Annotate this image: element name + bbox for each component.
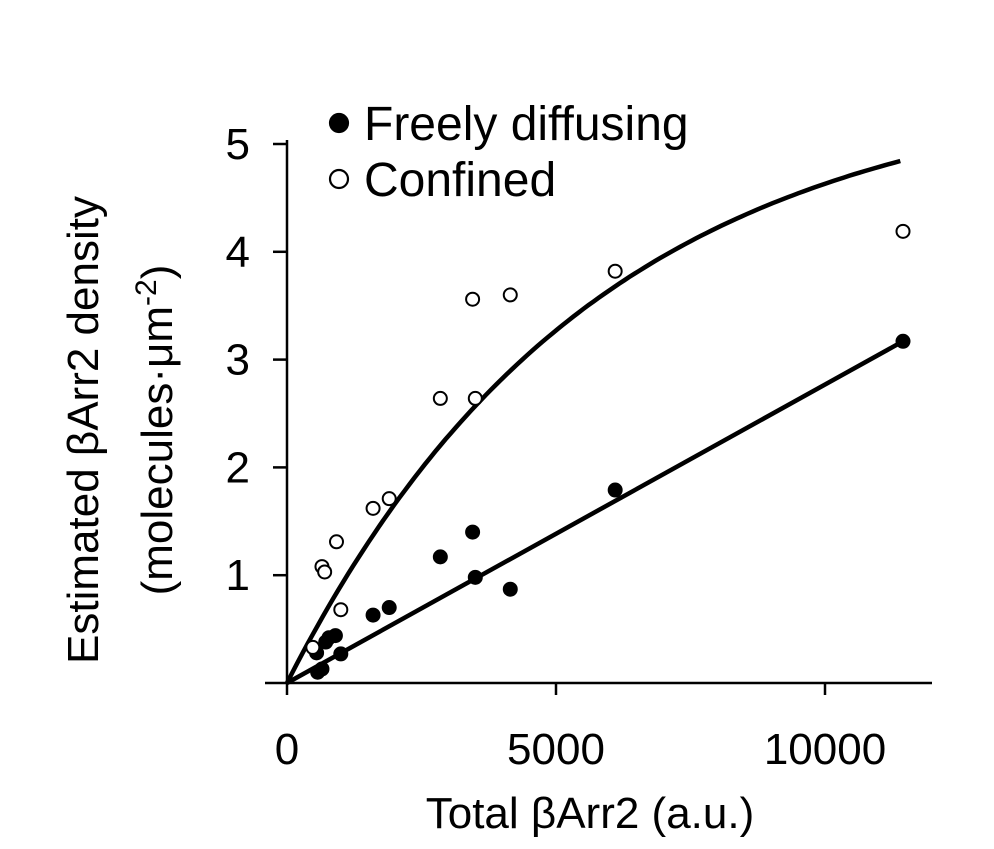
y-axis-unit: (molecules·μm (133, 306, 182, 595)
point-freely-diffusing (607, 482, 623, 498)
point-confined (467, 390, 483, 406)
point-confined (305, 639, 321, 655)
point-confined (328, 534, 344, 550)
point-confined (365, 500, 381, 516)
point-freely-diffusing (465, 524, 481, 540)
point-confined (607, 263, 623, 279)
legend-marker-confined (328, 168, 350, 190)
point-confined (317, 564, 333, 580)
point-freely-diffusing (333, 646, 349, 662)
point-freely-diffusing (467, 569, 483, 585)
y-axis-unit-exponent: -2 (130, 279, 163, 306)
fit-line-confined (284, 158, 901, 685)
point-freely-diffusing (365, 607, 381, 623)
y-tick-label: 1 (226, 551, 250, 600)
point-confined (465, 291, 481, 307)
x-tick-label: 5000 (507, 725, 605, 774)
point-confined (895, 223, 911, 239)
data-points (305, 223, 911, 680)
point-confined (432, 390, 448, 406)
point-freely-diffusing (381, 600, 397, 616)
y-tick-label: 3 (226, 336, 250, 385)
point-freely-diffusing (502, 581, 518, 597)
fit-lines (284, 158, 905, 685)
y-axis-subtitle: (molecules·μm-2) (130, 265, 182, 596)
y-axis-unit-close: ) (133, 265, 182, 280)
x-tick-label: 10000 (764, 725, 886, 774)
point-freely-diffusing (314, 661, 330, 677)
axes: 0 5000 10000 1 2 3 4 5 (226, 120, 932, 774)
point-confined (381, 491, 397, 507)
y-axis-title: Estimated βArr2 density (59, 196, 108, 664)
x-tick-label: 0 (275, 725, 299, 774)
y-tick-label: 2 (226, 443, 250, 492)
legend-label: Confined (364, 154, 556, 207)
legend-label: Freely diffusing (364, 98, 689, 151)
point-freely-diffusing (327, 628, 343, 644)
x-axis-title: Total βArr2 (a.u.) (426, 789, 755, 838)
point-confined (502, 287, 518, 303)
y-tick-label: 5 (226, 120, 250, 169)
legend-marker-freely-diffusing (328, 112, 350, 134)
point-freely-diffusing (432, 549, 448, 565)
point-confined (333, 602, 349, 618)
y-tick-label: 4 (226, 228, 250, 277)
point-freely-diffusing (895, 333, 911, 349)
fit-line-freely-diffusing (285, 339, 905, 685)
